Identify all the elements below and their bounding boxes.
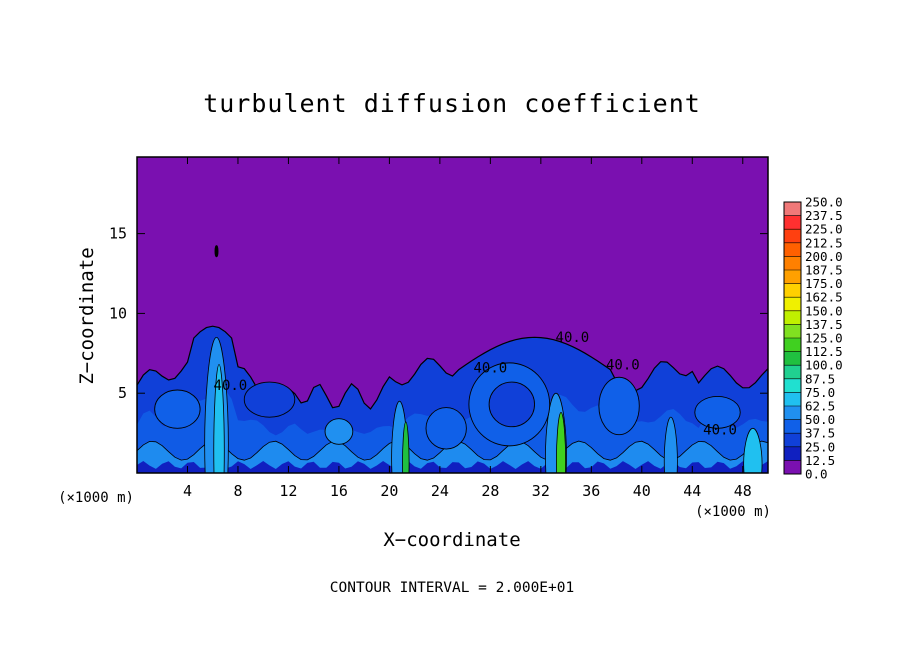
colorbar-level-label: 225.0 <box>805 222 843 237</box>
plume <box>663 416 678 473</box>
colorbar-level-label: 0.0 <box>805 467 828 482</box>
eddy <box>154 389 201 429</box>
colorbar-swatch <box>784 338 801 352</box>
x-tick-label: 20 <box>380 482 398 500</box>
colorbar-swatch <box>784 242 801 257</box>
turbulence-field <box>137 245 768 473</box>
contour-label: 40.0 <box>606 357 640 373</box>
contour-label: 40.0 <box>703 423 737 439</box>
plot-frame <box>136 156 769 474</box>
contour-label: 40.0 <box>474 360 508 376</box>
colorbar-level-label: 237.5 <box>805 208 843 223</box>
eddy <box>425 407 467 450</box>
colorbar-level-label: 50.0 <box>805 412 835 427</box>
colorbar-level-label: 87.5 <box>805 371 835 386</box>
x-axis-label: X−coordinate <box>383 529 520 551</box>
colorbar-swatch <box>784 446 801 461</box>
colorbar-swatch <box>784 351 801 366</box>
colorbar-level-label: 212.5 <box>805 235 843 250</box>
colorbar-swatch <box>784 365 801 380</box>
x-tick-label: 48 <box>734 482 752 500</box>
colorbar-swatch <box>784 310 801 325</box>
colorbar-level-label: 62.5 <box>805 399 835 414</box>
chart-title: turbulent diffusion coefficient <box>203 89 701 118</box>
contour-label: 40.0 <box>214 378 248 394</box>
contour-labels: 40.0 40.0 40.0 40.0 40.0 <box>214 330 737 439</box>
colorbar-level-label: 12.5 <box>805 453 835 468</box>
x-tick-label: 40 <box>633 482 651 500</box>
eddy <box>324 418 354 445</box>
x-tick-label: 4 <box>183 482 192 500</box>
x-unit-label: (×1000 m) <box>695 504 771 520</box>
plot-area: 40.040.040.040.040.0 4 8 12 16 20 24 28 32 36 40 4… <box>109 156 769 500</box>
y-tick-label: 10 <box>109 304 127 322</box>
colorbar-swatch <box>784 378 801 393</box>
colorbar: 250.0237.5225.0212.5200.0187.5175.0162.5… <box>783 195 843 482</box>
x-tick-label: 28 <box>481 482 499 500</box>
colorbar-level-label: 125.0 <box>805 331 843 346</box>
y-tick-label: 5 <box>118 384 127 402</box>
colorbar-level-label: 37.5 <box>805 426 835 441</box>
field-layer <box>137 441 768 473</box>
colorbar-level-label: 150.0 <box>805 303 843 318</box>
x-tick-label: 44 <box>683 482 701 500</box>
colorbar-level-label: 112.5 <box>805 344 843 359</box>
x-tick-label: 16 <box>330 482 348 500</box>
colorbar-level-label: 175.0 <box>805 276 843 291</box>
colorbar-swatch <box>784 256 801 271</box>
contour-interval-note: CONTOUR INTERVAL = 2.000E+01 <box>330 580 574 596</box>
plume-core <box>213 364 225 473</box>
colorbar-swatch <box>784 324 801 339</box>
colorbar-level-label: 25.0 <box>805 439 835 454</box>
field-layer <box>137 461 768 473</box>
plume <box>743 427 763 473</box>
contour-label: 40.0 <box>556 330 590 346</box>
colorbar-level-label: 250.0 <box>805 195 843 210</box>
colorbar-level-label: 75.0 <box>805 385 835 400</box>
colorbar-swatch <box>784 215 801 230</box>
plume-core <box>556 411 567 473</box>
x-tick-label: 8 <box>233 482 242 500</box>
colorbar-level-label: 200.0 <box>805 249 843 264</box>
colorbar-swatch <box>784 229 801 244</box>
y-tick-label: 15 <box>109 225 127 243</box>
eddy <box>598 376 640 436</box>
eddy <box>694 395 741 429</box>
colorbar-swatch <box>784 283 801 298</box>
colorbar-swatch <box>784 406 801 420</box>
colorbar-swatch <box>784 460 801 475</box>
y-unit-label: (×1000 m) <box>58 490 134 506</box>
colorbar-level-label: 187.5 <box>805 263 843 278</box>
colorbar-swatch <box>784 270 801 284</box>
colorbar-level-label: 100.0 <box>805 358 843 373</box>
colorbar-level-label: 162.5 <box>805 290 843 305</box>
x-tick-label: 24 <box>431 482 449 500</box>
x-tick-label: 32 <box>532 482 550 500</box>
colorbar-swatch <box>784 297 801 312</box>
eddy <box>243 381 296 418</box>
colorbar-swatch <box>784 202 801 216</box>
eddy-core <box>488 381 535 428</box>
colorbar-swatch <box>784 433 801 448</box>
boundary-layer-contour <box>137 325 768 473</box>
y-axis-label: Z−coordinate <box>76 247 98 384</box>
isolated-cell <box>214 245 219 258</box>
x-tick-label: 36 <box>582 482 600 500</box>
colorbar-level-label: 137.5 <box>805 317 843 332</box>
colorbar-swatch <box>784 392 801 407</box>
colorbar-swatch <box>784 419 801 434</box>
plume-core <box>402 421 410 473</box>
x-tick-label: 12 <box>279 482 297 500</box>
